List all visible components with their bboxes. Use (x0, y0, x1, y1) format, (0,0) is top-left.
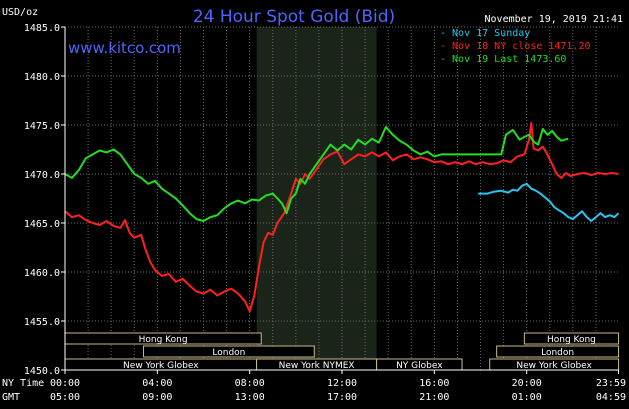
y-tick-label: 1450.0 (24, 366, 60, 377)
legend-entry: - Nov 18 NY close 1471.20 (440, 41, 591, 52)
series-line-1 (478, 182, 620, 222)
legend-entry: - Nov 19 Last 1473.60 (440, 54, 566, 65)
series-layer (64, 122, 620, 313)
session-bar (496, 345, 620, 358)
y-tick-label: 1475.0 (24, 121, 60, 132)
x-tick-label: 04:59 (596, 392, 626, 403)
x-axis-row-name: GMT (2, 392, 20, 403)
y-tick-label: 1460.0 (24, 268, 60, 279)
x-tick-label: 20:00 (512, 378, 542, 389)
trading-sessions: Hong Kong London New York Globex New York N… (64, 332, 620, 371)
x-tick-label: 23:59 (596, 378, 626, 389)
session-label: NY Globex (396, 361, 443, 371)
session-label: New York NYMEX (279, 361, 355, 371)
y-tick-label: 1485.0 (24, 23, 60, 34)
x-tick-label: 12:00 (327, 378, 357, 389)
x-tick-label: 13:00 (235, 392, 265, 403)
x-axis-row-name: NY Time (2, 378, 44, 389)
shaded-session-region (256, 27, 377, 370)
x-tick-label: 08:00 (235, 378, 265, 389)
x-tick-label: 16:00 (419, 378, 449, 389)
legend-entry: - Nov 17 Sunday (440, 28, 530, 39)
y-tick-label: 1465.0 (24, 219, 60, 230)
chart-title: 24 Hour Spot Gold (Bid) (193, 7, 395, 27)
y-tick-label: 1480.0 (24, 72, 60, 83)
units-label: USD/oz (2, 7, 38, 18)
session-label: Hong Kong (139, 335, 188, 345)
x-tick-label: 04:00 (142, 378, 172, 389)
nymex-hours-shade (256, 27, 377, 370)
session-bar (142, 345, 315, 358)
session-label: New York Globex (516, 361, 592, 371)
x-tick-label: 09:00 (142, 392, 172, 403)
y-tick-label: 1470.0 (24, 170, 60, 181)
x-tick-label: 21:00 (419, 392, 449, 403)
legend: - Nov 17 Sunday - Nov 18 NY close 1471.20… (440, 28, 591, 65)
session-label: Hong Kong (547, 335, 596, 345)
grid (65, 26, 619, 371)
x-axis-labels: NY Time 00:00 04:00 08:00 12:00 16:00 20:00 23:… (2, 378, 626, 403)
series-line-3 (64, 126, 569, 222)
website-label: www.kitco.com (68, 39, 181, 57)
x-tick-label: 00:00 (50, 378, 80, 389)
y-tick-label: 1455.0 (24, 317, 60, 328)
session-bar (523, 332, 620, 345)
axes: 1450.0 1455.0 1460.0 1465.0 1470.0 1475.0 1480… (24, 23, 620, 377)
x-tick-label: 05:00 (50, 392, 80, 403)
x-tick-label: 17:00 (327, 392, 357, 403)
session-label: New York Globex (123, 361, 199, 371)
session-label: London (541, 348, 574, 358)
x-tick-label: 01:00 (512, 392, 542, 403)
session-label: London (212, 348, 245, 358)
timestamp: November 19, 2019 21:41 (485, 14, 623, 25)
